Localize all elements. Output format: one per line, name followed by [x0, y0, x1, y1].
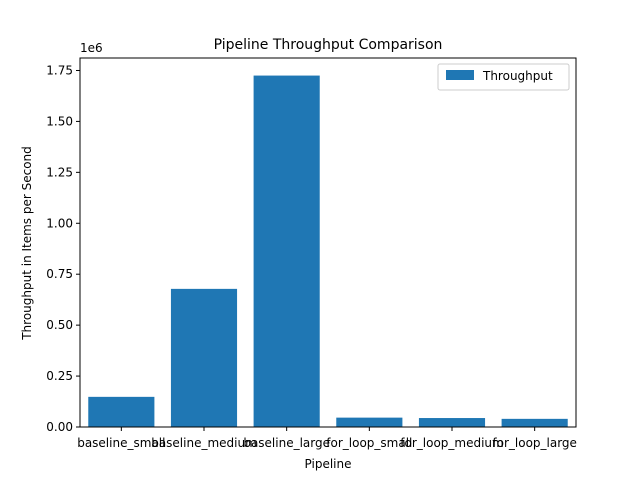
y-tick-label: 0.25 [46, 369, 73, 383]
bar [253, 75, 320, 427]
legend-swatch [446, 70, 474, 80]
bar [88, 396, 155, 427]
bar [170, 288, 238, 427]
y-tick-label: 1.00 [46, 216, 73, 230]
y-tick-label: 1.25 [46, 165, 73, 179]
x-tick-label: for_loop_large [492, 436, 577, 450]
bar [418, 418, 486, 427]
bar [501, 418, 568, 427]
chart-title: Pipeline Throughput Comparison [214, 37, 443, 53]
y-tick-label: 0.75 [46, 267, 73, 281]
plot-frame [79, 57, 577, 428]
x-axis-label: Pipeline [305, 457, 352, 471]
y-axis-offset-label: 1e6 [80, 41, 103, 55]
x-tick-label: for_loop_medium [400, 436, 503, 450]
y-tick-label: 1.50 [46, 114, 73, 128]
y-tick-label: 0.00 [46, 420, 73, 434]
legend-label: Throughput [482, 69, 553, 83]
y-axis-label: Throughput in Items per Second [20, 146, 34, 341]
x-tick-label: for_loop_small [326, 436, 412, 450]
bar [336, 417, 403, 427]
y-tick-label: 1.75 [46, 63, 73, 77]
y-tick-label: 0.50 [46, 318, 73, 332]
bars-layer [88, 75, 568, 427]
axes-layer: 0.00 0.25 0.50 0.75 1.00 1.25 1.50 1.75 baseline… [46, 57, 577, 450]
x-tick-label: baseline_large [243, 436, 330, 450]
legend: Throughput [437, 63, 570, 91]
x-tick-label: baseline_medium [151, 436, 257, 450]
x-tick-label: baseline_small [77, 436, 165, 450]
